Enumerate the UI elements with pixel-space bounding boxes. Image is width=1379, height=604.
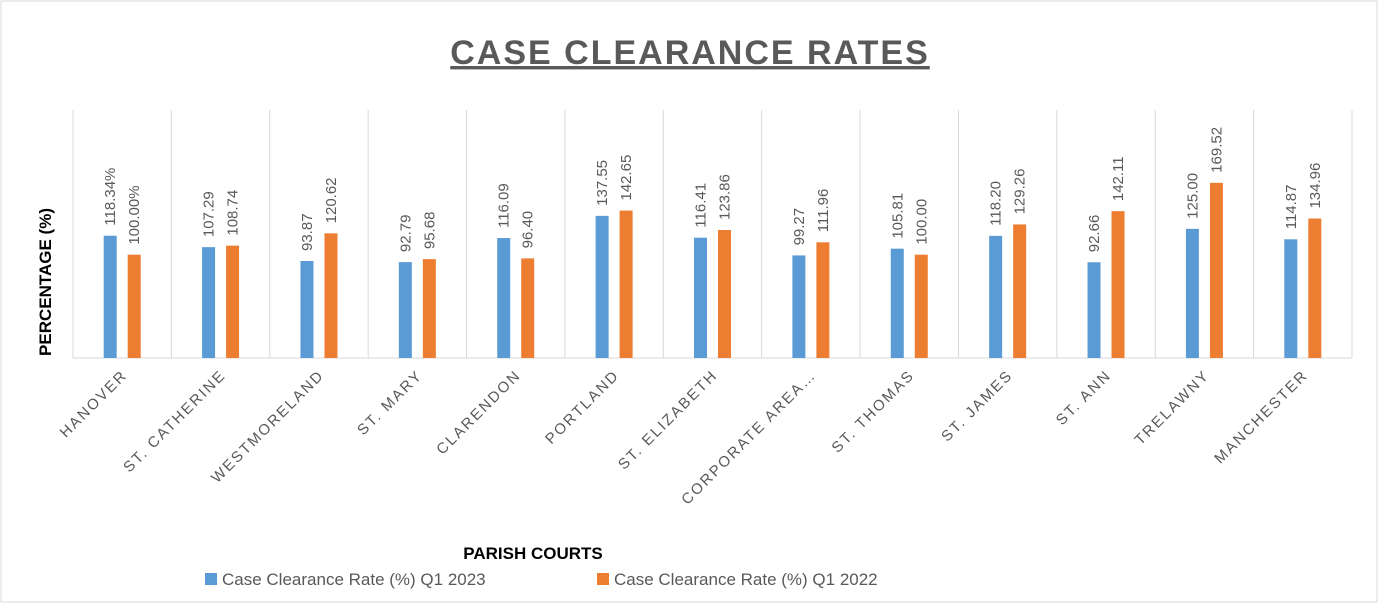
bar (914, 254, 928, 358)
data-label: 111.96 (815, 189, 832, 233)
bar (816, 242, 830, 358)
data-label: 93.87 (299, 213, 316, 251)
data-label: 95.68 (421, 212, 438, 250)
bar (1308, 218, 1322, 358)
legend-swatch (597, 573, 609, 585)
bar (718, 230, 731, 358)
chart-title: CASE CLEARANCE RATES (450, 34, 930, 72)
bar (202, 247, 216, 358)
bar (226, 245, 240, 358)
bar (1111, 211, 1125, 358)
bar (890, 248, 904, 358)
bar (1185, 228, 1199, 358)
data-label: 114.87 (1283, 185, 1300, 230)
data-label: 100.00% (126, 185, 143, 244)
bar (792, 255, 806, 358)
bar (497, 238, 511, 358)
y-axis-title: PERCENTAGE (%) (36, 208, 55, 356)
data-label: 123.86 (717, 174, 734, 220)
bar (103, 235, 117, 358)
data-label: 125.00 (1184, 173, 1201, 219)
bar (1209, 182, 1223, 358)
bar (989, 235, 1003, 358)
x-axis-title: PARISH COURTS (463, 544, 602, 563)
bar (1284, 239, 1298, 358)
data-label: 100.00 (913, 199, 930, 245)
data-label: 142.65 (618, 155, 635, 201)
bar (1087, 262, 1101, 358)
bar (619, 210, 633, 358)
data-label: 116.41 (693, 183, 710, 228)
bar (398, 262, 412, 358)
bar (521, 258, 535, 358)
data-label: 134.96 (1307, 163, 1324, 209)
data-label: 96.40 (520, 211, 537, 249)
data-label: 108.74 (225, 190, 242, 236)
bar (324, 233, 338, 358)
bar (595, 215, 609, 358)
data-label: 116.09 (496, 183, 513, 228)
data-label: 107.29 (201, 191, 218, 237)
bar (694, 237, 707, 358)
data-label: 169.52 (1208, 127, 1225, 173)
data-label: 118.34% (102, 168, 119, 226)
legend-label: Case Clearance Rate (%) Q1 2022 (614, 570, 878, 589)
legend-swatch (205, 573, 217, 585)
data-label: 99.27 (791, 208, 808, 246)
data-label: 142.11 (1110, 156, 1127, 201)
data-label: 105.81 (889, 193, 906, 239)
data-label: 92.79 (397, 215, 414, 253)
data-label: 118.20 (988, 181, 1005, 226)
legend-label: Case Clearance Rate (%) Q1 2023 (222, 570, 486, 589)
data-label: 129.26 (1012, 169, 1029, 215)
bar (422, 259, 436, 358)
bar (1013, 224, 1027, 358)
bar (300, 261, 314, 358)
data-label: 120.62 (323, 177, 340, 223)
data-label: 137.55 (594, 160, 611, 206)
bar (127, 254, 141, 358)
data-label: 92.66 (1086, 215, 1103, 253)
